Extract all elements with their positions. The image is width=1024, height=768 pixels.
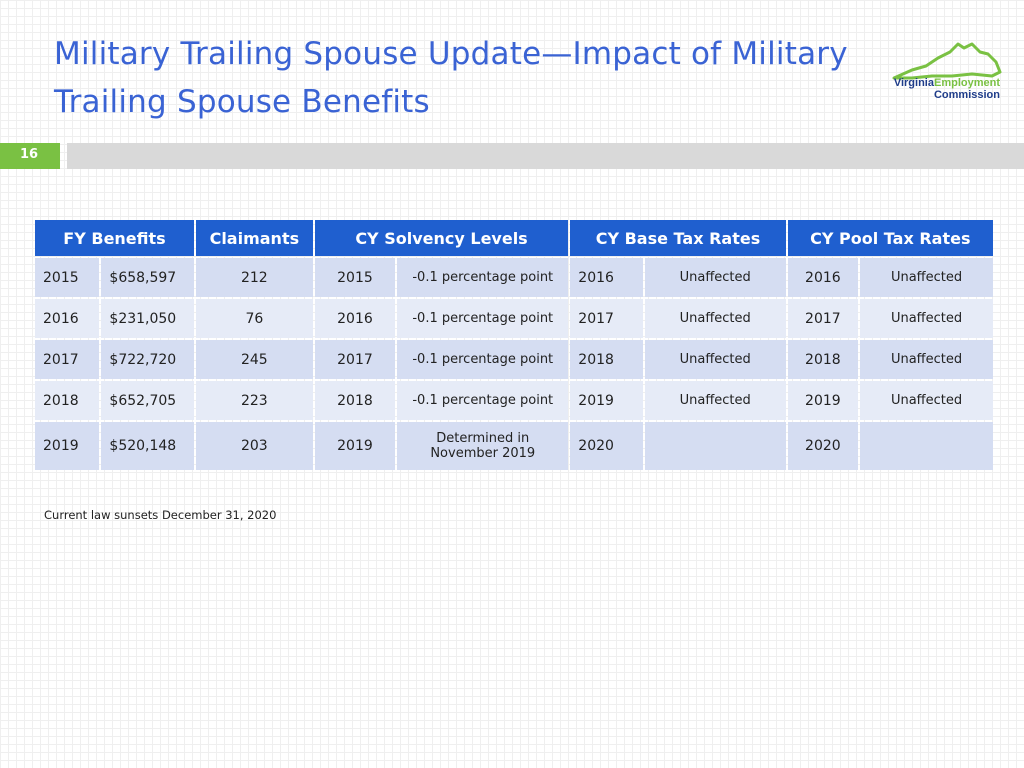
cell-pool-year: 2020 bbox=[787, 422, 859, 470]
solvency-pending-line-2: November 2019 bbox=[430, 446, 536, 461]
cell-base-rate: Unaffected bbox=[644, 258, 786, 297]
cell-pool-rate: Unaffected bbox=[860, 299, 993, 338]
cell-solvency-year: 2019 bbox=[314, 422, 396, 470]
cell-solvency-level: -0.1 percentage point bbox=[397, 299, 569, 338]
cell-solvency-year: 2018 bbox=[314, 381, 396, 420]
cell-base-rate: Unaffected bbox=[644, 340, 786, 379]
cell-claimants: 76 bbox=[195, 299, 313, 338]
cell-benefits: $231,050 bbox=[101, 299, 194, 338]
cell-base-rate bbox=[644, 422, 786, 470]
cell-pool-rate: Unaffected bbox=[860, 258, 993, 297]
logo-word-virginia: Virginia bbox=[893, 77, 934, 89]
cell-fy: 2019 bbox=[35, 422, 100, 470]
cell-base-rate: Unaffected bbox=[644, 299, 786, 338]
cell-claimants: 223 bbox=[195, 381, 313, 420]
cell-fy: 2017 bbox=[35, 340, 100, 379]
table-row: 2019 $520,148 203 2019 Determined in Nov… bbox=[35, 422, 993, 470]
cell-fy: 2018 bbox=[35, 381, 100, 420]
logo-wordmark: VirginiaEmployment Commission bbox=[856, 77, 1000, 101]
cell-solvency-year: 2015 bbox=[314, 258, 396, 297]
header-cy-base-tax-rates: CY Base Tax Rates bbox=[570, 220, 786, 256]
cell-claimants: 212 bbox=[195, 258, 313, 297]
table-row: 2015 $658,597 212 2015 -0.1 percentage p… bbox=[35, 258, 993, 297]
cell-benefits: $658,597 bbox=[101, 258, 194, 297]
cell-claimants: 203 bbox=[195, 422, 313, 470]
cell-solvency-year: 2016 bbox=[314, 299, 396, 338]
virginia-state-outline-icon bbox=[892, 42, 1002, 80]
cell-pool-year: 2019 bbox=[787, 381, 859, 420]
cell-base-year: 2019 bbox=[570, 381, 643, 420]
cell-fy: 2015 bbox=[35, 258, 100, 297]
page-title: Military Trailing Spouse Update—Impact o… bbox=[54, 30, 914, 126]
cell-pool-year: 2016 bbox=[787, 258, 859, 297]
cell-solvency-level: -0.1 percentage point bbox=[397, 340, 569, 379]
cell-solvency-level: -0.1 percentage point bbox=[397, 258, 569, 297]
title-line-2: Trailing Spouse Benefits bbox=[54, 84, 430, 120]
cell-benefits: $652,705 bbox=[101, 381, 194, 420]
cell-pool-year: 2018 bbox=[787, 340, 859, 379]
cell-base-year: 2016 bbox=[570, 258, 643, 297]
cell-claimants: 245 bbox=[195, 340, 313, 379]
cell-base-year: 2020 bbox=[570, 422, 643, 470]
solvency-pending-line-1: Determined in bbox=[436, 431, 530, 446]
cell-base-year: 2018 bbox=[570, 340, 643, 379]
cell-solvency-level: Determined in November 2019 bbox=[397, 422, 569, 470]
table-header-row: FY Benefits Claimants CY Solvency Levels… bbox=[35, 220, 993, 256]
cell-base-rate: Unaffected bbox=[644, 381, 786, 420]
header-cy-pool-tax-rates: CY Pool Tax Rates bbox=[787, 220, 993, 256]
logo-word-commission: Commission bbox=[933, 89, 1000, 101]
header-fy-benefits: FY Benefits bbox=[35, 220, 194, 256]
cell-solvency-level: -0.1 percentage point bbox=[397, 381, 569, 420]
table-row: 2016 $231,050 76 2016 -0.1 percentage po… bbox=[35, 299, 993, 338]
header-claimants: Claimants bbox=[195, 220, 313, 256]
header-divider-bar bbox=[67, 143, 1024, 169]
title-line-1: Military Trailing Spouse Update—Impact o… bbox=[54, 36, 848, 72]
cell-benefits: $722,720 bbox=[101, 340, 194, 379]
cell-pool-year: 2017 bbox=[787, 299, 859, 338]
table-row: 2017 $722,720 245 2017 -0.1 percentage p… bbox=[35, 340, 993, 379]
header-cy-solvency-levels: CY Solvency Levels bbox=[314, 220, 569, 256]
cell-benefits: $520,148 bbox=[101, 422, 194, 470]
table-row: 2018 $652,705 223 2018 -0.1 percentage p… bbox=[35, 381, 993, 420]
benefits-impact-table: FY Benefits Claimants CY Solvency Levels… bbox=[33, 218, 995, 472]
footnote-sunset: Current law sunsets December 31, 2020 bbox=[44, 508, 277, 522]
vec-logo: VirginiaEmployment Commission bbox=[852, 40, 1002, 108]
cell-pool-rate bbox=[860, 422, 993, 470]
cell-fy: 2016 bbox=[35, 299, 100, 338]
logo-word-employment: Employment bbox=[933, 77, 1000, 89]
slide-number: 16 bbox=[0, 143, 60, 169]
cell-pool-rate: Unaffected bbox=[860, 381, 993, 420]
cell-base-year: 2017 bbox=[570, 299, 643, 338]
cell-pool-rate: Unaffected bbox=[860, 340, 993, 379]
cell-solvency-year: 2017 bbox=[314, 340, 396, 379]
